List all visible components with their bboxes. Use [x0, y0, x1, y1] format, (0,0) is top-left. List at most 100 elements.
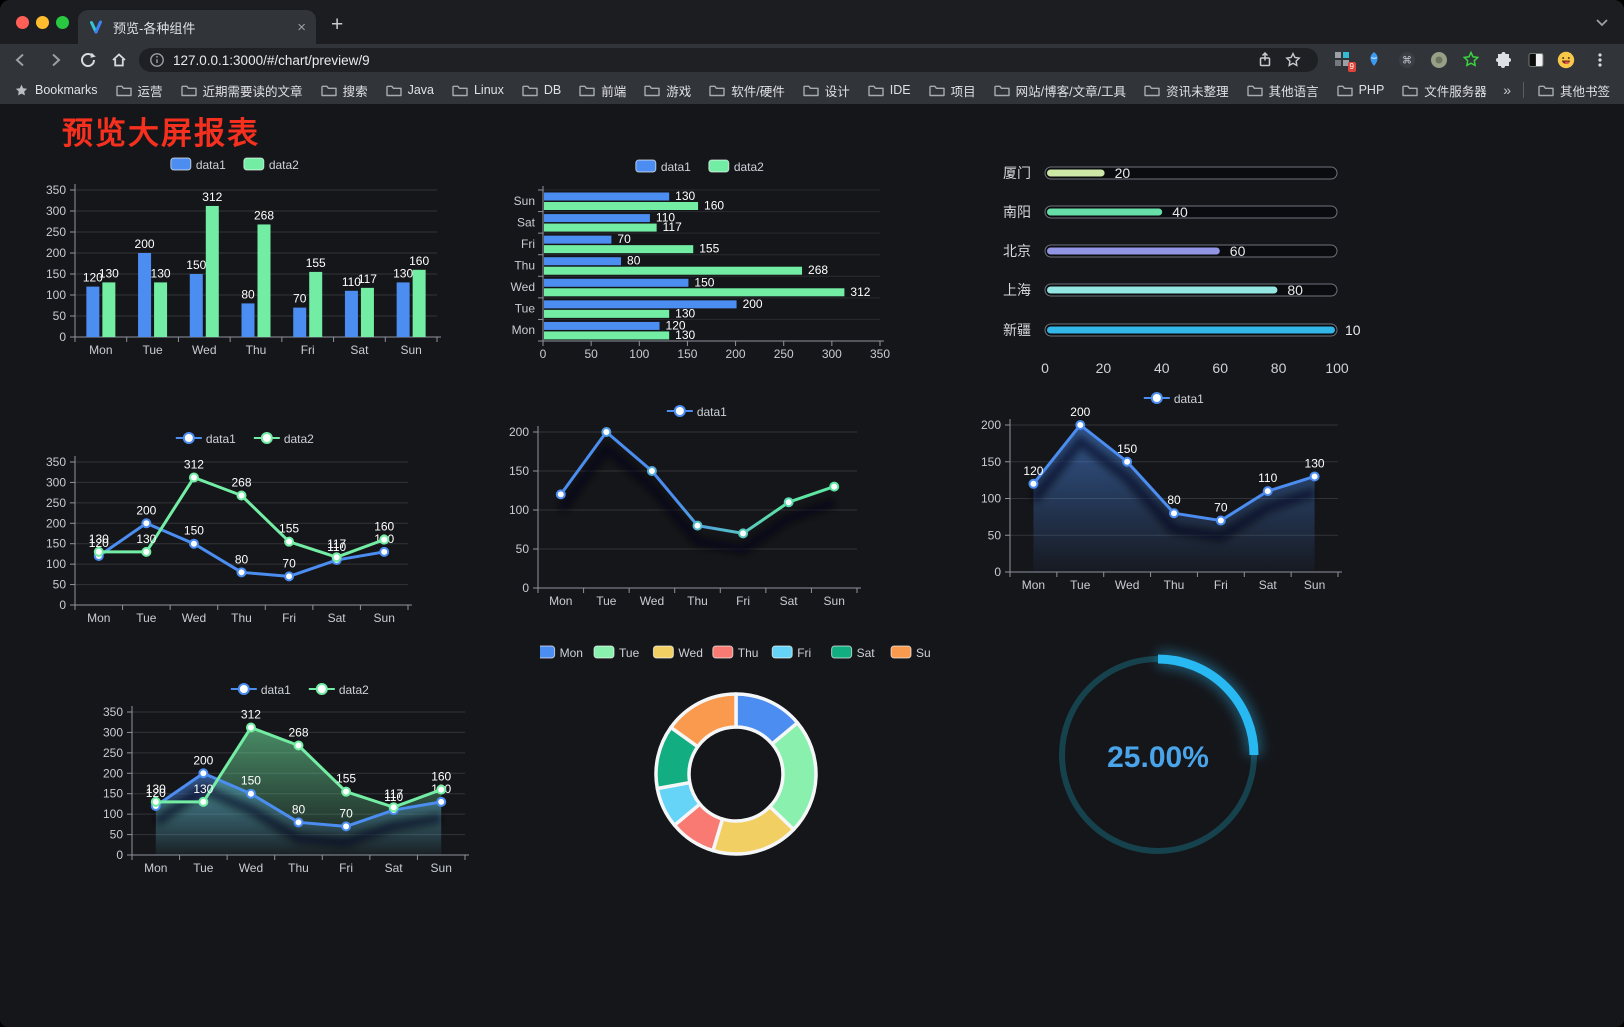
share-icon[interactable]: [1256, 51, 1274, 69]
svg-text:80: 80: [235, 552, 249, 566]
svg-text:南阳: 南阳: [1003, 204, 1031, 220]
bookmark-folder[interactable]: PHP: [1328, 83, 1394, 97]
svg-text:268: 268: [231, 476, 251, 490]
svg-text:Thu: Thu: [288, 861, 309, 875]
svg-text:130: 130: [151, 266, 171, 280]
bookmark-folder[interactable]: 资讯未整理: [1135, 81, 1238, 100]
bookmark-folder[interactable]: IDE: [859, 83, 920, 97]
minimize-window-button[interactable]: [36, 16, 49, 29]
extension-command-icon[interactable]: ⌘: [1398, 51, 1416, 69]
svg-text:data1: data1: [196, 158, 226, 172]
svg-text:160: 160: [409, 254, 429, 268]
bookmark-folder-label: 网站/博客/文章/工具: [1015, 84, 1127, 99]
bookmark-folder-label: 游戏: [666, 84, 692, 99]
forward-icon[interactable]: [46, 51, 64, 69]
new-tab-button[interactable]: +: [331, 13, 344, 36]
chart-line-gradient[interactable]: data1 0 50 100 150 200 Mon Tue Wed Thu Fri Sat Sun: [488, 393, 880, 617]
menu-icon[interactable]: [1592, 51, 1610, 69]
extensions-puzzle-icon[interactable]: [1495, 51, 1513, 69]
svg-text:130: 130: [89, 532, 109, 546]
chart-area-dual[interactable]: data1 data2 0 50 100 150 200 250 300 350 Mon Tue Wed…: [95, 673, 480, 891]
svg-text:117: 117: [384, 787, 403, 801]
bookmark-folder[interactable]: DB: [513, 83, 570, 97]
chart-horizontal-bar[interactable]: data1 data2 Sun Sat Fri Thu Wed Tue Mon 0 50 100 150…: [500, 148, 900, 370]
bookmarks-bar: Bookmarks 运营 近期需要读的文章 搜索 Java Linux DB 前端 游戏 软件/…: [0, 76, 1624, 104]
svg-text:150: 150: [46, 267, 66, 281]
bookmark-folder[interactable]: 运营: [107, 81, 172, 100]
bookmark-folder[interactable]: Java: [377, 83, 443, 97]
browser-tab[interactable]: 预览-各种组件 ×: [78, 10, 316, 44]
svg-text:Fri: Fri: [521, 237, 535, 251]
back-icon[interactable]: [12, 51, 30, 69]
extension-darkmode-icon[interactable]: [1527, 51, 1545, 69]
address-bar[interactable]: 127.0.0.1:3000/#/chart/preview/9: [139, 48, 1318, 72]
svg-text:Mon: Mon: [87, 611, 110, 625]
close-window-button[interactable]: [16, 16, 29, 29]
chart-area-single[interactable]: data1 0 50 100 150 200 Mon Tue Wed Thu Fri Sat Sun 12…: [973, 383, 1353, 601]
bookmark-folder-label: 文件服务器: [1424, 84, 1487, 99]
titlebar: 预览-各种组件 × +: [0, 0, 1624, 44]
svg-text:350: 350: [46, 455, 66, 469]
bookmark-folder[interactable]: 其他语言: [1238, 81, 1328, 100]
bookmark-folder[interactable]: 文件服务器: [1393, 81, 1496, 100]
extension-circle-icon[interactable]: [1430, 51, 1448, 69]
bookmark-folder[interactable]: 前端: [570, 81, 635, 100]
bookmarks-separator: [1522, 82, 1524, 98]
svg-text:350: 350: [46, 183, 66, 197]
bookmark-folder[interactable]: 游戏: [635, 81, 700, 100]
svg-text:117: 117: [327, 537, 346, 551]
bookmark-folder[interactable]: 设计: [794, 81, 859, 100]
svg-text:Tue: Tue: [1070, 578, 1091, 592]
svg-text:data2: data2: [339, 683, 369, 697]
svg-text:200: 200: [46, 516, 66, 530]
extension-pixel-icon[interactable]: 9: [1334, 51, 1356, 72]
svg-text:160: 160: [374, 520, 394, 534]
page-title: 预览大屏报表: [62, 116, 260, 151]
extension-badge: 9: [1347, 62, 1356, 72]
svg-text:Thu: Thu: [687, 594, 708, 608]
svg-text:50: 50: [110, 828, 124, 842]
reload-icon[interactable]: [79, 51, 97, 69]
svg-text:Mon: Mon: [1022, 578, 1045, 592]
bookmark-folder-label: 前端: [601, 84, 627, 99]
svg-text:150: 150: [1117, 442, 1137, 456]
folder-icon: [803, 85, 819, 97]
svg-text:268: 268: [288, 726, 308, 740]
svg-text:Mon: Mon: [549, 594, 572, 608]
bookmarks-overflow-chevron[interactable]: »: [1503, 82, 1511, 98]
bookmark-folder[interactable]: 项目: [920, 81, 985, 100]
bookmarks-root[interactable]: Bookmarks: [0, 83, 107, 98]
tab-close-icon[interactable]: ×: [297, 18, 306, 36]
zoom-window-button[interactable]: [56, 16, 69, 29]
folder-icon: [180, 85, 197, 97]
svg-text:新疆: 新疆: [1003, 322, 1031, 338]
extension-kite-icon[interactable]: [1366, 51, 1384, 69]
bookmark-folder[interactable]: 网站/博客/文章/工具: [985, 81, 1135, 100]
bookmark-star-icon[interactable]: [1284, 51, 1302, 69]
svg-text:110: 110: [656, 211, 675, 225]
chart-gauge[interactable]: 25.00%: [1045, 633, 1275, 883]
chart-grouped-bar[interactable]: data1 data2 0 50 100 150 200 250 300 350 Mon Tue Wed…: [40, 148, 450, 366]
svg-text:350: 350: [870, 347, 890, 361]
home-icon[interactable]: [110, 51, 128, 69]
svg-text:150: 150: [677, 347, 697, 361]
bookmark-folder[interactable]: Linux: [443, 83, 513, 97]
bookmark-folder[interactable]: 搜索: [312, 81, 377, 100]
series-data1: 120 200 150 80 70 110 130: [83, 237, 413, 337]
chart-line-dual[interactable]: data1 data2 0 50 100 150 200 250 300 350 Mon Tue Wed…: [40, 425, 425, 645]
extension-green-star-icon[interactable]: [1462, 50, 1480, 69]
bookmark-folder[interactable]: 软件/硬件: [700, 81, 793, 100]
url-text[interactable]: 127.0.0.1:3000/#/chart/preview/9: [173, 53, 370, 68]
svg-text:312: 312: [850, 285, 870, 299]
chart-progress-bars[interactable]: 厦门 20 南阳 40 北京 60 上海 80 新疆 100 0 20 40 60 80 100: [985, 148, 1360, 398]
svg-text:Fri: Fri: [301, 343, 315, 357]
profile-avatar[interactable]: [1557, 51, 1575, 69]
tab-search-chevron-icon[interactable]: [1595, 17, 1609, 27]
site-info-icon[interactable]: [149, 52, 165, 68]
svg-text:120: 120: [83, 271, 103, 285]
chart-donut[interactable]: Mon Tue Wed Thu Fri Sat Sun: [540, 633, 930, 891]
bookmark-folder[interactable]: 近期需要读的文章: [172, 81, 312, 100]
other-bookmarks-folder[interactable]: 其他书签: [1532, 81, 1616, 100]
svg-text:Tue: Tue: [142, 343, 163, 357]
svg-text:Mon: Mon: [89, 343, 112, 357]
